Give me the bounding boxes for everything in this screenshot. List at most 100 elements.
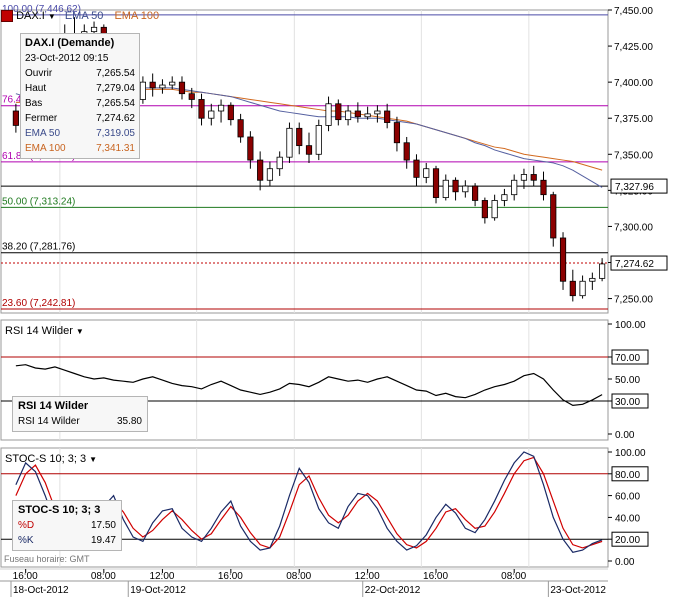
legend-ema50[interactable]: EMA 50 <box>64 10 104 22</box>
candle-body <box>276 156 283 170</box>
stoch-box-title: STOC-S 10; 3; 3 <box>18 504 101 516</box>
price-marker-box <box>610 178 668 194</box>
info-row: EMA 100 7,341.31 <box>25 141 135 156</box>
candle-body <box>384 110 391 123</box>
info-row-value: 7,265.54 <box>96 68 135 79</box>
candle-body <box>139 81 146 100</box>
candle-body <box>169 81 176 86</box>
price-tick-label: 7,350.00 <box>614 150 653 161</box>
candle-body <box>208 110 215 119</box>
info-row-value: 7,265.54 <box>96 98 135 109</box>
osc-series-line <box>15 364 603 407</box>
fib-level-label: 38.20 (7,281.76) <box>2 242 75 253</box>
chevron-down-icon[interactable]: ▼ <box>75 327 84 336</box>
stoch-legend[interactable]: STOC-S 10; 3; 3 ▼ <box>5 453 97 465</box>
stoch-d-value: 17.50 <box>90 520 116 531</box>
panel-frame <box>0 319 609 441</box>
osc-threshold-box <box>611 393 649 409</box>
candle-body <box>335 103 342 121</box>
price-tick-label: 7,450.00 <box>614 6 653 17</box>
rsi-info-box: RSI 14 Wilder RSI 14 Wilder 35.80 <box>12 396 148 432</box>
candle-body <box>325 103 332 126</box>
time-tick-label: 16:00 <box>13 571 38 582</box>
chevron-down-icon[interactable]: ▼ <box>89 455 98 464</box>
price-tick-label: 7,375.00 <box>614 114 653 125</box>
timezone-label: Fuseau horaire: GMT <box>4 554 90 564</box>
rsi-box-value: 35.80 <box>116 416 142 427</box>
info-row: EMA 50 7,319.05 <box>25 126 135 141</box>
info-row-key: Haut <box>25 83 47 94</box>
time-tick-label: 16:00 <box>423 571 448 582</box>
osc-threshold-box <box>611 466 649 482</box>
info-row: Fermer 7,274.62 <box>25 111 135 126</box>
top-legend: DAX.I ▼ EMA 50 EMA 100 <box>1 10 160 23</box>
price-tick-label: 7,400.00 <box>614 78 653 89</box>
price-tick-label: 7,250.00 <box>614 295 653 306</box>
candle-body <box>296 127 303 147</box>
stoch-info-box: STOC-S 10; 3; 3 %D 17.50 %K 19.47 <box>12 500 122 551</box>
candle-body <box>266 168 274 181</box>
price-info-box: DAX.I (Demande) 23-Oct-2012 09:15 Ouvrir… <box>20 33 140 159</box>
candle-body <box>227 104 234 121</box>
y-axis-area <box>608 0 676 597</box>
candle-body <box>178 81 186 95</box>
price-marker-label: 7,274.62 <box>615 259 654 270</box>
info-row-value: 7,319.05 <box>96 128 135 139</box>
candle-body <box>423 168 430 178</box>
candle-body <box>481 200 488 219</box>
candle-body <box>354 110 361 118</box>
candle-body <box>286 127 293 158</box>
rsi-box-title: RSI 14 Wilder <box>18 400 89 412</box>
price-marker-label: 7,327.96 <box>615 182 654 193</box>
osc-tick-label: 50.00 <box>615 375 640 386</box>
candle-body <box>315 125 322 155</box>
candle-body <box>149 81 156 89</box>
osc-tick-label: 100.00 <box>615 320 646 331</box>
info-row-key: Bas <box>25 98 43 109</box>
candle-body <box>599 263 606 279</box>
candle-body <box>305 145 313 155</box>
osc-tick-label: 0.00 <box>615 557 635 568</box>
candle-body <box>462 185 469 193</box>
candle-body <box>257 159 264 181</box>
panel-frame <box>0 447 609 568</box>
instrument-badge[interactable] <box>1 10 13 23</box>
candle-body <box>530 174 537 181</box>
info-row-key: Ouvrir <box>25 68 53 79</box>
candle-body <box>472 185 479 201</box>
candle-body <box>90 26 98 33</box>
rsi-legend[interactable]: RSI 14 Wilder ▼ <box>5 325 84 337</box>
price-tick-label: 7,300.00 <box>614 222 653 233</box>
candle-body <box>511 179 518 196</box>
instrument-name[interactable]: DAX.I <box>16 10 45 22</box>
time-tick-label: 12:00 <box>355 571 380 582</box>
osc-tick-label: 60.00 <box>615 492 640 503</box>
info-title: DAX.I (Demande) <box>25 37 115 49</box>
rsi-legend-label[interactable]: RSI 14 Wilder <box>5 325 73 337</box>
candle-body <box>247 136 254 161</box>
info-row: Ouvrir 7,265.54 <box>25 66 135 81</box>
stoch-legend-label[interactable]: STOC-S 10; 3; 3 <box>5 453 87 465</box>
candle-body <box>432 168 440 198</box>
candle-body <box>344 110 352 121</box>
time-tick-label: 08:00 <box>501 571 526 582</box>
fib-level-label: 23.60 (7,242.81) <box>2 298 75 309</box>
info-row: Haut 7,279.04 <box>25 81 135 96</box>
fib-level-label: 50.00 (7,313.24) <box>2 196 75 207</box>
candle-body <box>550 194 557 239</box>
legend-ema100[interactable]: EMA 100 <box>114 10 160 22</box>
candle-body <box>452 179 459 193</box>
candle-body <box>217 104 225 112</box>
osc-tick-label: 100.00 <box>615 448 646 459</box>
stoch-d-key: %D <box>18 520 35 531</box>
info-row-key: Fermer <box>25 113 58 124</box>
stoch-k-value: 19.47 <box>90 535 116 546</box>
candle-body <box>520 174 528 181</box>
candle-body <box>403 142 410 161</box>
candle-body <box>237 119 244 138</box>
osc-tick-label: 80.00 <box>615 470 640 481</box>
info-row-value: 7,274.62 <box>96 113 135 124</box>
candle-body <box>364 113 371 118</box>
chevron-down-icon[interactable]: ▼ <box>47 12 56 21</box>
osc-tick-label: 30.00 <box>615 397 640 408</box>
